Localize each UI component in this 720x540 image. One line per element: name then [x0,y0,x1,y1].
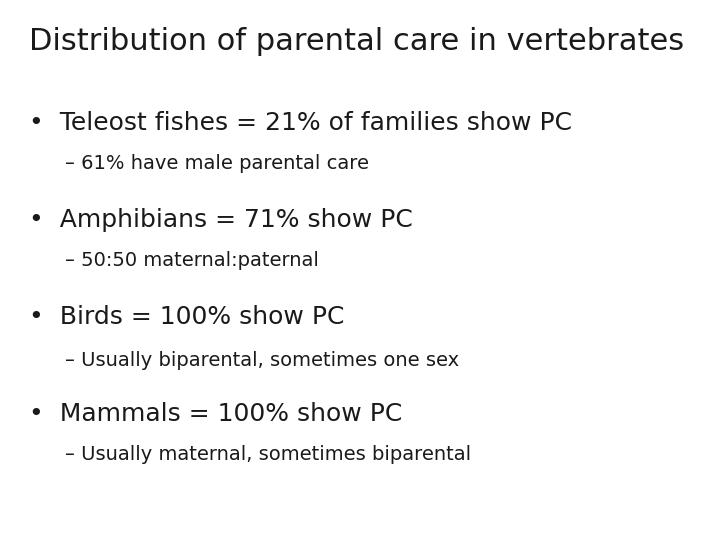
Text: – Usually maternal, sometimes biparental: – Usually maternal, sometimes biparental [65,446,471,464]
Text: Distribution of parental care in vertebrates: Distribution of parental care in vertebr… [29,27,684,56]
Text: •  Mammals = 100% show PC: • Mammals = 100% show PC [29,402,402,426]
Text: •  Amphibians = 71% show PC: • Amphibians = 71% show PC [29,208,413,232]
Text: – 50:50 maternal:paternal: – 50:50 maternal:paternal [65,251,319,270]
Text: – 61% have male parental care: – 61% have male parental care [65,154,369,173]
Text: •  Birds = 100% show PC: • Birds = 100% show PC [29,305,344,329]
Text: – Usually biparental, sometimes one sex: – Usually biparental, sometimes one sex [65,351,459,370]
Text: •  Teleost fishes = 21% of families show PC: • Teleost fishes = 21% of families show … [29,111,572,134]
